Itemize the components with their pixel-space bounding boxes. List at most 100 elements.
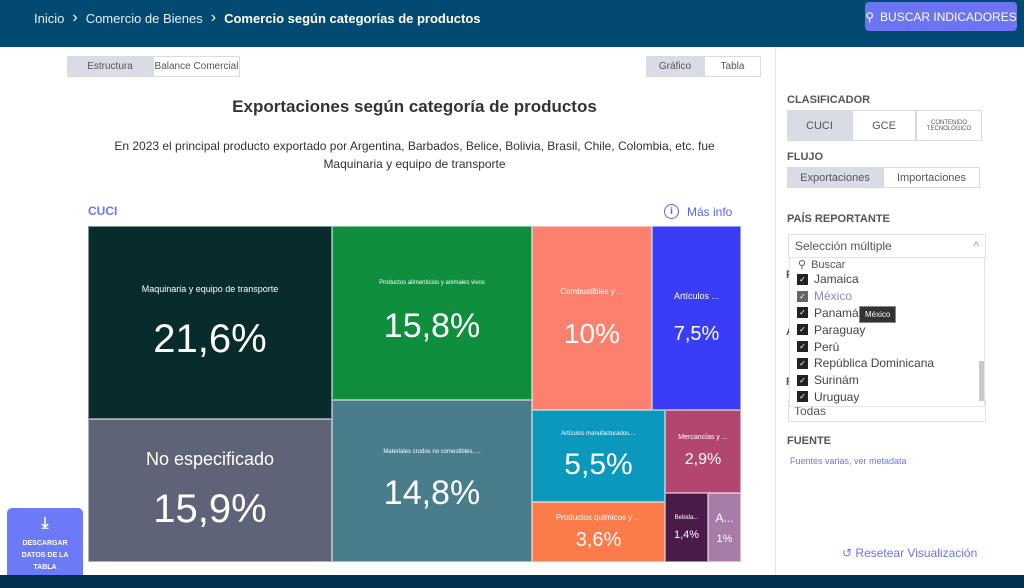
tile-label: Bebida... [674, 514, 699, 521]
checkbox-checked-icon[interactable]: ✓ [797, 273, 808, 285]
treemap-tile[interactable]: Mercancías y ... 2,9% [665, 410, 741, 493]
country-option[interactable]: ✓ Paraguay [790, 321, 984, 338]
breadcrumb-comercio-bienes[interactable]: Comercio de Bienes [85, 10, 203, 26]
tile-label: Artículos ... [673, 290, 719, 301]
flujo-options: Exportaciones Importaciones [787, 167, 980, 188]
tile-value: 21,6% [153, 316, 267, 361]
checkbox-checked-icon[interactable]: ✓ [797, 374, 808, 386]
tab-balance-comercial[interactable]: Balance Comercial [153, 56, 240, 77]
download-label: DESCARGAR DATOS DE LA TABLA [21, 540, 69, 571]
tab-estructura[interactable]: Estructura [67, 56, 153, 77]
country-label: México [814, 289, 853, 304]
tile-label: Combustibles y ... [560, 286, 624, 296]
tile-value: 3,6% [575, 528, 622, 551]
info-icon: i [664, 204, 679, 219]
treemap-tile[interactable]: Artículos ... 7,5% [652, 226, 741, 410]
list-scrollbar[interactable] [979, 361, 984, 401]
treemap-tile[interactable]: Materiales crudos no comestibles, ... 14,… [332, 400, 532, 562]
top-bar: Inicio › Comercio de Bienes › Comercio s… [0, 0, 1024, 47]
country-label: Perú [814, 339, 840, 354]
breadcrumb-current: Comercio según categorías de productos [224, 10, 481, 26]
country-label: Panamá [814, 305, 859, 320]
search-button-label: BUSCAR INDICADORES [880, 9, 1017, 24]
country-label: Uruguay [814, 389, 860, 404]
tile-value: 14,8% [383, 474, 481, 512]
country-option[interactable]: ✓ República Dominicana [790, 355, 984, 372]
tile-value: 2,9% [684, 451, 722, 468]
fuente-heading: FUENTE [787, 435, 831, 447]
country-label: República Dominicana [814, 356, 935, 371]
reset-label: Resetear Visualización [855, 546, 978, 560]
chevron-right-icon: › [210, 9, 217, 26]
view-tabs: Estructura Balance Comercial [67, 56, 240, 77]
clasificador-options: CUCI GCE CONTENIDO TECNOLÓGICO [787, 110, 982, 141]
option-cuci[interactable]: CUCI [787, 110, 852, 141]
undo-icon: ↺ [842, 546, 853, 560]
checkbox-checked-icon[interactable]: ✓ [797, 391, 808, 403]
chart-title: Exportaciones según categoría de product… [232, 97, 597, 116]
more-info-button[interactable]: i Más info [664, 204, 732, 219]
tab-grafico[interactable]: Gráfico [646, 56, 704, 77]
search-placeholder: Buscar [811, 258, 846, 271]
breadcrumb-inicio[interactable]: Inicio [34, 10, 65, 26]
classifier-label: CUCI [88, 204, 118, 218]
country-option[interactable]: ✓ Jamaica [790, 271, 984, 288]
treemap-tile[interactable]: Combustibles y ... 10% [532, 226, 652, 410]
country-label: Paraguay [814, 322, 866, 337]
search-indicators-button[interactable]: ⚲ BUSCAR INDICADORES [865, 2, 1017, 31]
tile-label: Mercancías y ... [678, 434, 728, 441]
treemap-tile[interactable]: No especificado 15,9% [88, 419, 332, 562]
fuente-link[interactable]: Fuentes varias, ver metadata [790, 456, 907, 466]
search-icon: ⚲ [865, 9, 875, 24]
option-gce[interactable]: GCE [852, 110, 916, 141]
treemap-tile[interactable]: Maquinaria y equipo de transporte 21,6% [88, 226, 332, 419]
option-contenido-tecnologico[interactable]: CONTENIDO TECNOLÓGICO [916, 110, 982, 141]
tile-label: Maquinaria y equipo de transporte [141, 283, 279, 294]
checkbox-checked-icon[interactable]: ✓ [797, 357, 808, 369]
treemap-tile[interactable]: Productos químicos y ... 3,6% [532, 502, 665, 562]
option-exportaciones[interactable]: Exportaciones [787, 167, 883, 188]
tile-value: 1,4% [673, 528, 700, 541]
country-option[interactable]: ✓ México [790, 288, 984, 305]
checkbox-checked-icon[interactable]: ✓ [797, 290, 808, 302]
tile-label: Artículos manufacturados.... [561, 430, 636, 437]
chevron-up-icon: ^ [973, 239, 979, 253]
tile-value: 5,5% [564, 447, 633, 481]
chart-subtitle: En 2023 el principal producto exportado … [114, 139, 715, 171]
search-icon: ⚲ [798, 259, 807, 271]
pais-dropdown[interactable]: Selección múltiple ^ [788, 234, 986, 258]
checkbox-checked-icon[interactable]: ✓ [797, 324, 808, 336]
country-list: ✓ Jamaica ✓ México ✓ Panamá ✓ Paraguay ✓ Perú ✓ Rep… [789, 271, 985, 407]
treemap-tile[interactable]: Bebida... 1,4% [665, 493, 708, 562]
reset-visualization-button[interactable]: ↺ Resetear Visualización [842, 546, 977, 560]
country-option[interactable]: ✓ Uruguay [790, 389, 984, 406]
tile-label: No especificado [145, 449, 275, 469]
country-option[interactable]: ✓ Panamá [790, 305, 984, 322]
divider [775, 47, 776, 575]
country-search-input[interactable]: ⚲ Buscar [789, 257, 985, 272]
download-table-button[interactable]: ⤓ DESCARGAR DATOS DE LA TABLA [7, 508, 83, 588]
treemap-tile[interactable]: A... 1% [708, 493, 741, 562]
tooltip: México [859, 306, 897, 323]
checkbox-checked-icon[interactable]: ✓ [797, 307, 808, 319]
pais-heading: PAÍS REPORTANTE [787, 213, 890, 225]
checkbox-checked-icon[interactable]: ✓ [797, 341, 808, 353]
tile-value: 10% [563, 317, 621, 349]
country-option[interactable]: ✓ Surinám [790, 372, 984, 389]
tile-value: 1% [716, 532, 733, 545]
tile-label: Productos alimenticios y animales vivos [379, 280, 485, 286]
tile-label: Productos químicos y ... [555, 512, 642, 522]
country-option[interactable]: ✓ Perú [790, 338, 984, 355]
breadcrumb: Inicio › Comercio de Bienes › Comercio s… [34, 9, 481, 27]
country-label: Surinám [814, 373, 859, 388]
download-icon: ⤓ [41, 515, 49, 532]
chevron-right-icon: › [72, 9, 78, 26]
mode-tabs: Gráfico Tabla [646, 56, 761, 77]
more-info-label: Más info [687, 204, 733, 219]
tab-tabla[interactable]: Tabla [704, 56, 761, 77]
tile-label: A... [715, 510, 734, 525]
treemap-tile[interactable]: Productos alimenticios y animales vivos 1… [332, 226, 532, 400]
flujo-heading: FLUJO [787, 151, 824, 163]
option-importaciones[interactable]: Importaciones [883, 167, 980, 188]
treemap-tile[interactable]: Artículos manufacturados.... 5,5% [532, 410, 665, 502]
